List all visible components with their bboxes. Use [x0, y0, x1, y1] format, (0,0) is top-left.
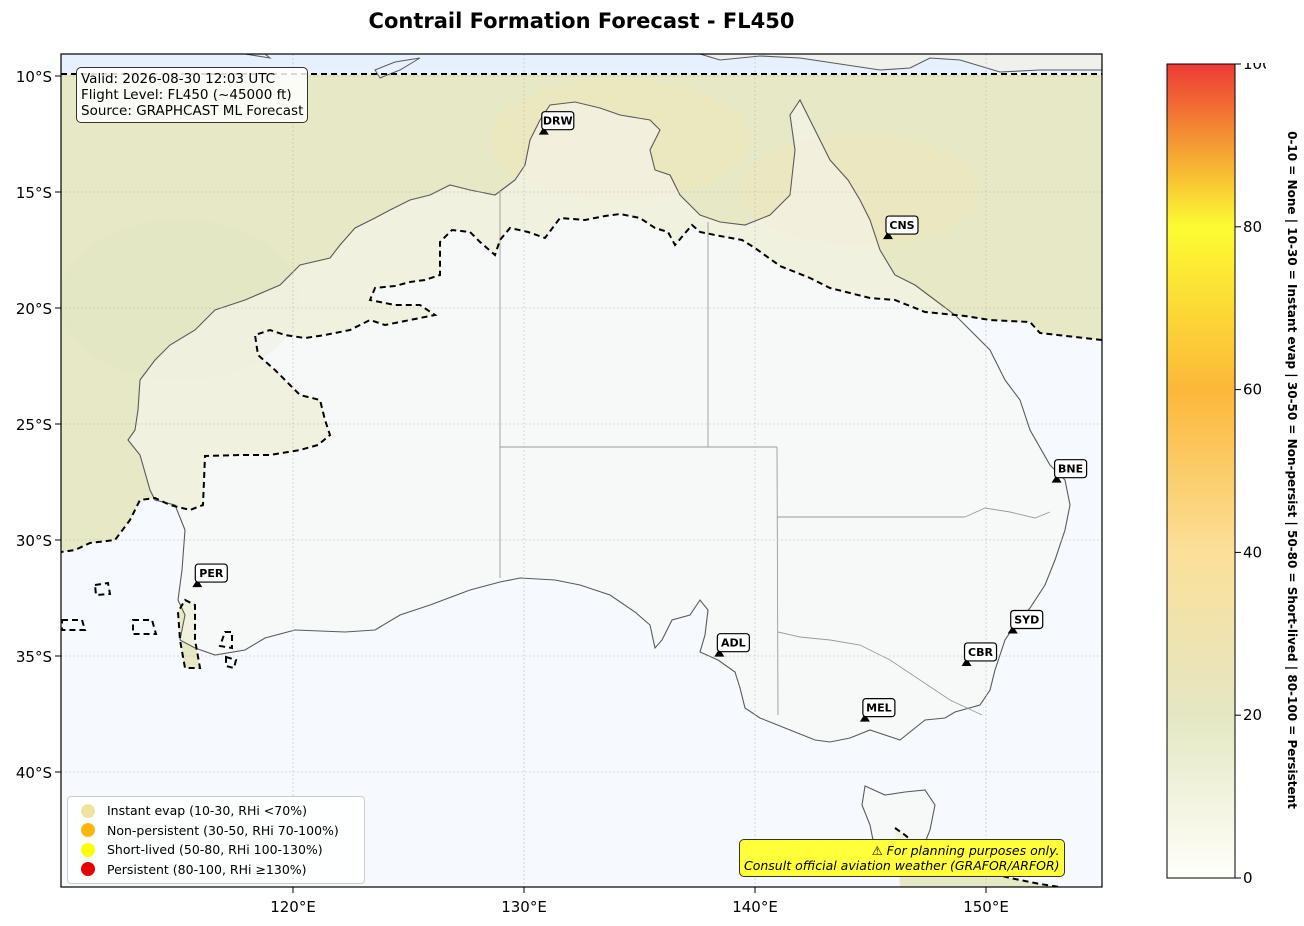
legend-item: Persistent (80-100, RHi ≥130%): [71, 860, 361, 880]
forecast-info-box: Valid: 2026-08-30 12:03 UTC Flight Level…: [76, 67, 309, 123]
lon-tick: 140°E: [732, 898, 778, 916]
colorbar: 0 20 40 60 80 100: [1166, 63, 1266, 883]
lat-tick: 30°S: [16, 532, 52, 550]
legend: Instant evap (10-30, RHi <70%) Non-persi…: [67, 796, 365, 884]
lat-tick: 40°S: [16, 764, 52, 782]
airport-code: PER: [199, 567, 224, 580]
airport-code: CNS: [889, 219, 914, 232]
airport-syd: SYD: [1007, 609, 1044, 634]
airport-marker-icon: [1051, 474, 1062, 483]
airport-code: DRW: [543, 115, 573, 128]
disclaimer-line: ⚠ For planning purposes only.: [871, 843, 1060, 858]
colorbar-description-text: 0-10 = None | 10-30 = Instant evap | 30-…: [1285, 131, 1299, 809]
latitude-ticks: 10°S 15°S 20°S 25°S 30°S 35°S 40°S: [16, 68, 61, 782]
airport-marker-icon: [882, 231, 893, 240]
airport-marker-icon: [961, 657, 972, 666]
airport-marker-icon: [714, 648, 725, 657]
airport-code: SYD: [1014, 613, 1039, 626]
airport-cbr: CBR: [961, 642, 998, 666]
airport-bne: BNE: [1051, 459, 1088, 483]
airport-marker-icon: [1007, 625, 1018, 634]
new-guinea-land: [699, 54, 1102, 73]
map-title: Contrail Formation Forecast - FL450: [368, 9, 795, 33]
airport-adl: ADL: [714, 633, 750, 657]
airport-code: ADL: [721, 637, 746, 650]
colorbar-tick-label: 20: [1243, 706, 1262, 724]
state-borders: [499, 190, 1051, 716]
colorbar-tick-label: 40: [1243, 543, 1262, 561]
airport-marker-icon: [859, 713, 870, 722]
airport-label-box: [862, 698, 896, 718]
airport-cns: CNS: [882, 215, 919, 240]
colorbar-description: 0-10 = None | 10-30 = Instant evap | 30-…: [1277, 70, 1304, 870]
disclaimer-box: ⚠ For planning purposes only. Consult of…: [739, 839, 1065, 877]
disclaimer-line: Consult official aviation weather (GRAFO…: [744, 858, 1060, 873]
airport-marker-icon: [538, 126, 549, 135]
valid-time: Valid: 2026-08-30 12:03 UTC: [81, 71, 276, 87]
airport-drw: DRW: [538, 111, 575, 135]
lat-tick: 20°S: [16, 300, 52, 318]
lat-tick: 10°S: [16, 68, 52, 86]
airport-label-box: [194, 563, 228, 583]
airport-label-box: [541, 111, 575, 131]
airport-label-box: [1010, 609, 1044, 630]
airport-per: PER: [192, 563, 228, 588]
island: [244, 54, 272, 59]
legend-item: Short-lived (50-80, RHi 100-130%): [71, 840, 361, 860]
island: [374, 57, 421, 79]
legend-label: Instant evap (10-30, RHi <70%): [107, 803, 307, 819]
airport-label-box: [963, 642, 998, 662]
colorbar-tick-label: 100: [1243, 63, 1266, 73]
longitude-ticks: 120°E 130°E 140°E 150°E: [270, 887, 1009, 916]
airport-label-box: [716, 633, 750, 653]
lon-tick: 150°E: [963, 898, 1009, 916]
lon-tick: 130°E: [501, 898, 547, 916]
forecast-source: Source: GRAPHCAST ML Forecast: [81, 103, 304, 119]
legend-label: Short-lived (50-80, RHi 100-130%): [107, 842, 323, 858]
legend-label: Persistent (80-100, RHi ≥130%): [107, 861, 307, 877]
legend-item: Instant evap (10-30, RHi <70%): [71, 801, 361, 821]
legend-swatch: [81, 823, 95, 838]
lat-tick: 15°S: [16, 184, 52, 202]
lat-tick: 25°S: [16, 416, 52, 434]
legend-swatch: [81, 803, 95, 818]
airport-code: CBR: [968, 646, 993, 659]
colorbar-gradient: [1166, 63, 1236, 879]
legend-swatch: [81, 842, 95, 857]
colorbar-ticks: 0 20 40 60 80 100: [1235, 63, 1266, 883]
airport-marker-icon: [192, 579, 203, 588]
legend-swatch: [81, 862, 95, 877]
lon-tick: 120°E: [270, 898, 316, 916]
airport-markers: DRW CNS BNE PER ADL SYD CBR MEL: [192, 111, 1088, 722]
colorbar-tick-label: 80: [1243, 218, 1262, 236]
lat-tick: 35°S: [16, 648, 52, 666]
airport-label-box: [1054, 459, 1088, 479]
legend-label: Non-persistent (30-50, RHi 70-100%): [107, 822, 339, 838]
contrail-map: 10°S 15°S 20°S 25°S 30°S 35°S 40°S 120°E…: [16, 53, 1103, 916]
airport-code: MEL: [866, 702, 891, 715]
legend-item: Non-persistent (30-50, RHi 70-100%): [71, 821, 361, 841]
airport-code: BNE: [1058, 463, 1083, 476]
colorbar-tick-label: 0: [1243, 869, 1253, 883]
colorbar-tick-label: 60: [1243, 381, 1262, 399]
airport-mel: MEL: [859, 698, 896, 722]
flight-level: Flight Level: FL450 (~45000 ft): [81, 87, 292, 103]
airport-label-box: [885, 215, 919, 235]
